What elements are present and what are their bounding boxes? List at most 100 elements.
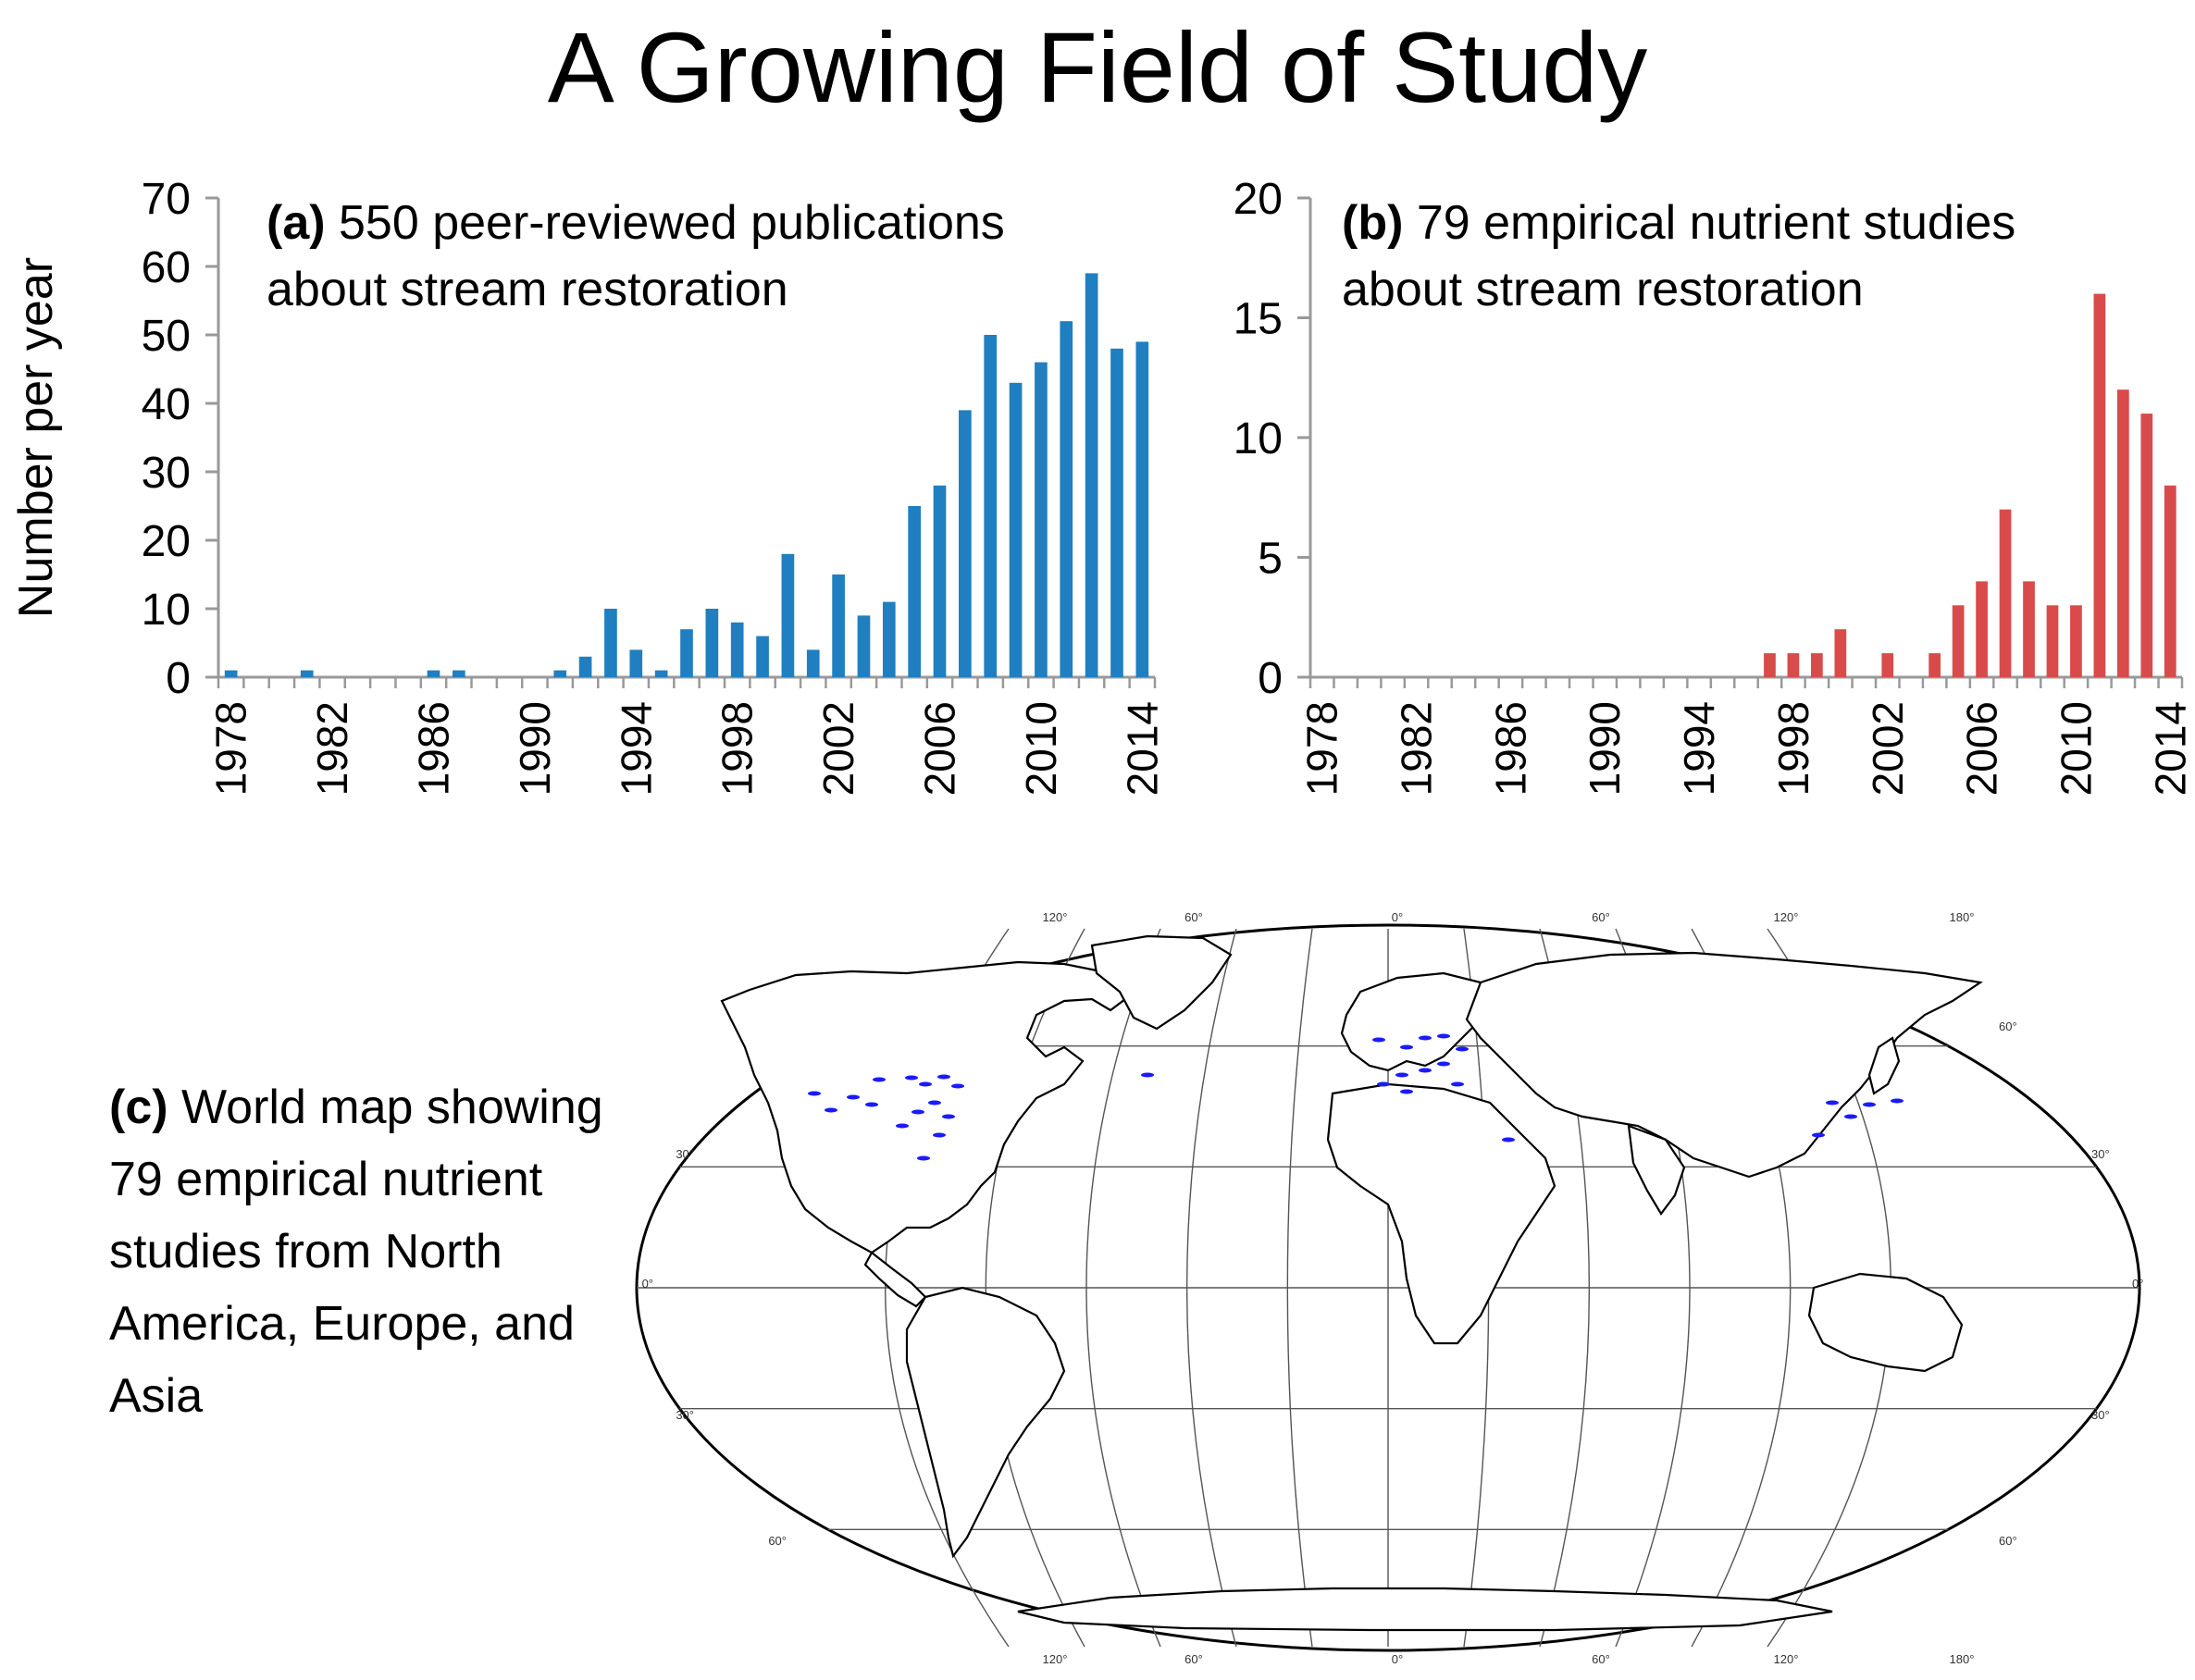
land-europe [1340, 971, 1501, 1072]
bar-2011 [1060, 321, 1073, 677]
study-site-marker [1372, 1037, 1385, 1043]
study-site-marker [928, 1100, 941, 1106]
bar-1986 [427, 670, 440, 677]
map-right-label: 30° [2091, 1408, 2110, 1422]
y-tick-label: 10 [142, 586, 191, 635]
study-site-marker [873, 1077, 886, 1082]
bar-2001 [806, 649, 820, 677]
x-tick-label: 1998 [1769, 701, 1817, 796]
x-tick-label: 1990 [1581, 701, 1629, 796]
map-caption-text: World map showing 79 empirical nutrient … [109, 1081, 603, 1423]
bar-1998 [1787, 653, 1800, 677]
bar-2008 [2023, 581, 2035, 677]
bar-2002 [832, 574, 845, 677]
bar-1993 [604, 609, 617, 677]
bar-1987 [453, 670, 465, 677]
chart-annotation-line1: (a) 550 peer-reviewed publications [267, 196, 1005, 250]
study-site-marker [1502, 1137, 1515, 1143]
study-site-marker [847, 1094, 860, 1100]
x-tick-label: 2014 [1118, 701, 1166, 796]
bar-2000 [781, 553, 795, 677]
bar-2004 [882, 601, 896, 677]
study-site-marker [1456, 1046, 1469, 1052]
bar-1997 [705, 609, 719, 677]
bar-2010 [1035, 362, 1048, 677]
map-right-label: 60° [1999, 1534, 2017, 1548]
page-title: A Growing Field of Study [547, 11, 1648, 123]
map-left-label: 30° [676, 1408, 694, 1422]
x-tick-label: 2002 [1864, 701, 1912, 796]
map-bottom-label: 60° [1592, 1652, 1610, 1666]
map-caption: (c) World map showing 79 empirical nutri… [109, 1071, 627, 1432]
land-asia [1465, 951, 1983, 1179]
y-tick-label: 0 [1258, 654, 1283, 703]
map-bottom-label: 120° [1774, 1652, 1799, 1666]
chart-annotation-text: 550 peer-reviewed publications [326, 196, 1005, 250]
land-africa [1326, 1082, 1556, 1345]
land-antarctica [1017, 1587, 1833, 1632]
bar-2009 [1009, 382, 1023, 677]
y-tick-label: 50 [142, 312, 191, 361]
x-tick-label: 2006 [1958, 701, 2006, 796]
y-tick-label: 0 [166, 654, 191, 703]
land-central-america [863, 1251, 927, 1308]
x-tick-label: 1998 [713, 701, 762, 796]
map-bottom-label: 120° [1043, 1652, 1068, 1666]
study-site-marker [1395, 1072, 1408, 1078]
bar-2014 [1135, 341, 1149, 677]
study-site-marker [1437, 1033, 1450, 1039]
x-tick-label: 2002 [814, 701, 862, 796]
study-site-marker [933, 1132, 946, 1138]
study-site-marker [1400, 1089, 1413, 1094]
chart-annotation-label: (b) [1342, 196, 1403, 250]
bar-1998 [730, 622, 744, 677]
study-site-marker [911, 1109, 924, 1115]
chart-a-plot: 0 10 20 30 40 50 60 70 1978 1982 1986 1990 1994 1998 2… [9, 175, 1166, 796]
bar-1999 [1811, 653, 1823, 677]
study-site-marker [825, 1107, 837, 1113]
bar-2011 [2093, 293, 2106, 677]
map-top-label: 180° [1950, 910, 1975, 924]
study-site-marker [951, 1083, 964, 1089]
bar-1995 [654, 670, 668, 677]
bar-2007 [959, 410, 972, 677]
study-site-marker [905, 1075, 918, 1081]
bar-1997 [1764, 653, 1776, 677]
y-tick-label: 30 [142, 449, 191, 498]
map-top-label: 60° [1592, 910, 1610, 924]
study-site-marker [1141, 1072, 1154, 1078]
x-tick-label: 1978 [1298, 701, 1346, 796]
y-tick-label: 20 [142, 517, 191, 566]
world-map: 120° 60° 0° 60° 120° 180° 120° 60° 0° 60° 120° 180°… [635, 910, 2143, 1666]
study-site-marker [917, 1155, 930, 1161]
study-site-marker [808, 1091, 821, 1096]
map-top-label: 120° [1774, 910, 1799, 924]
bar-2009 [2046, 605, 2059, 677]
bar-2003 [857, 615, 871, 677]
map-top-label: 0° [1392, 910, 1403, 924]
bar-2005 [908, 506, 921, 677]
study-site-marker [1437, 1061, 1450, 1067]
bar-2006 [1976, 581, 1988, 677]
bar-1999 [756, 636, 769, 677]
x-tick-label: 1982 [1393, 701, 1441, 796]
land-india [1627, 1124, 1686, 1216]
bar-1994 [629, 649, 643, 677]
chart-annotation-text: 79 empirical nutrient studies [1403, 196, 2015, 250]
x-tick-label: 2010 [2052, 701, 2100, 796]
y-tick-label: 20 [1234, 175, 1283, 224]
map-bottom-label: 60° [1184, 1652, 1203, 1666]
study-site-marker [1400, 1044, 1413, 1050]
y-tick-label: 15 [1234, 295, 1283, 344]
study-site-marker [1863, 1102, 1876, 1107]
chart-b-nutrient-studies: 0 5 10 15 20 1978 1982 1986 1990 1994 1998 2002 2006… [1234, 175, 2195, 796]
x-tick-label: 1990 [511, 701, 559, 796]
study-site-marker [1844, 1114, 1857, 1119]
y-tick-label: 70 [142, 175, 191, 224]
chart-a-publications: 0 10 20 30 40 50 60 70 1978 1982 1986 1990 1994 1998 2… [9, 175, 1166, 796]
map-graticule: 120° 60° 0° 60° 120° 180° 120° 60° 0° 60° 120° 180°… [635, 910, 2143, 1666]
map-top-label: 60° [1184, 910, 1203, 924]
bar-1996 [680, 629, 693, 677]
y-tick-label: 40 [142, 380, 191, 429]
study-site-marker [1812, 1132, 1825, 1138]
